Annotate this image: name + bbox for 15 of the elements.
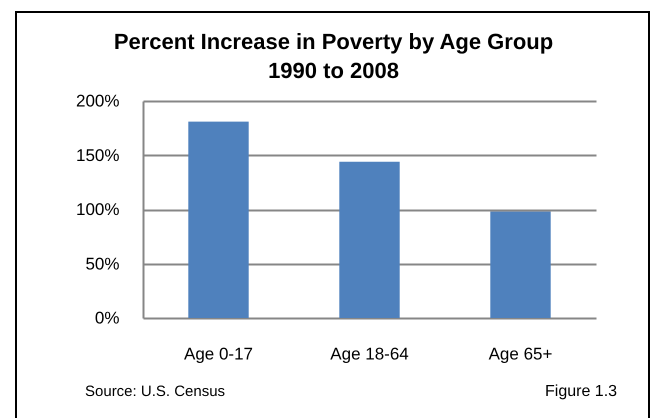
bar: [339, 162, 400, 318]
y-tick-label: 100%: [76, 200, 120, 219]
y-tick-label: 150%: [76, 146, 120, 165]
x-tick-label: Age 18-64: [330, 344, 409, 364]
y-tick-label: 0%: [94, 308, 120, 328]
y-tick-label: 50%: [85, 254, 120, 274]
caption: Figure 1.3: [545, 383, 618, 401]
bar: [188, 122, 249, 318]
source-note: Source: U.S. Census: [85, 383, 226, 400]
y-tick-label: 200%: [76, 92, 120, 110]
chart-title: Percent Increase in Poverty by Age Group: [114, 29, 554, 54]
chart-subtitle: 1990 to 2008: [268, 58, 399, 83]
x-tick-label: Age 65+: [488, 344, 552, 364]
x-tick-label: Age 0-17: [184, 344, 253, 364]
bar: [490, 212, 551, 318]
